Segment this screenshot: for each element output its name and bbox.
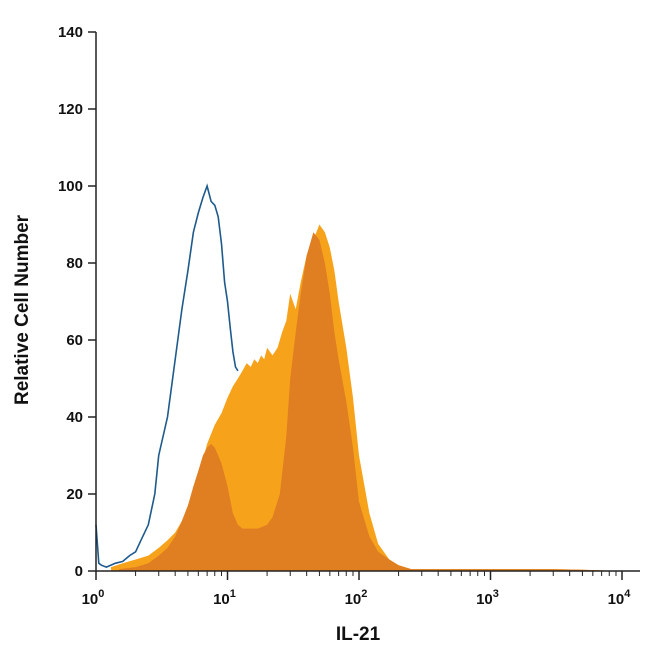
y-tick-label-20: 20 [66,486,83,503]
y-axis-title: Relative Cell Number [12,214,33,405]
y-tick-label-80: 80 [66,255,83,272]
y-tick-label-100: 100 [58,178,83,195]
y-tick-label-0: 0 [75,563,83,580]
y-tick-label-120: 120 [58,101,83,118]
series-2-outline [95,183,239,568]
x-tick-label-4: 104 [608,588,632,608]
x-axis-title: IL-21 [336,624,381,645]
y-tick-label-60: 60 [66,332,83,349]
series-0-area [111,224,622,571]
x-tick-label-0: 100 [82,588,105,608]
labels-layer: IL-21 Relative Cell Number 0 20 40 60 80 100 1… [12,24,631,645]
x-tick-label-1: 101 [213,588,236,608]
x-tick-label-2: 102 [345,588,368,608]
axes-layer [88,31,640,580]
x-tick-label-3: 103 [476,588,499,608]
y-tick-label-40: 40 [66,409,83,426]
y-tick-label-140: 140 [58,24,83,41]
series-layer [95,183,622,571]
